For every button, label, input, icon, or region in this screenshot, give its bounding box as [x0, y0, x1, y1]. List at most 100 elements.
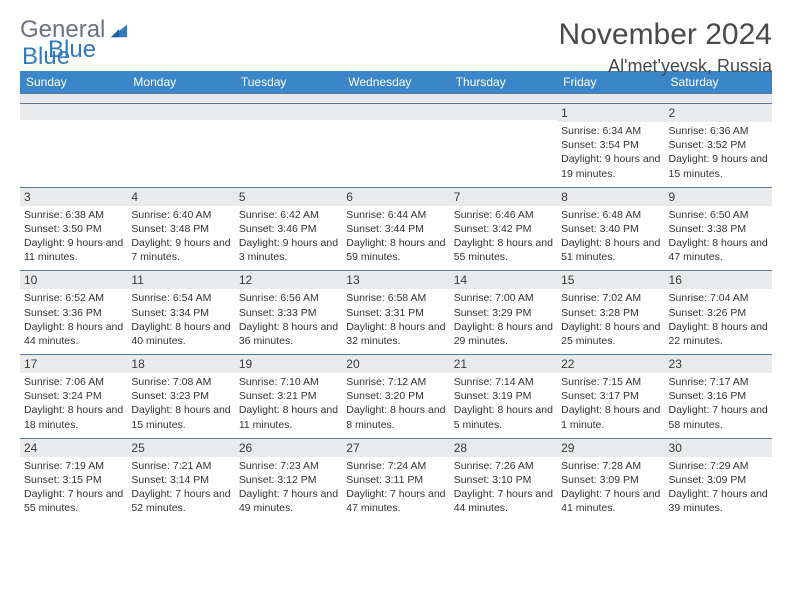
daylight-text: Daylight: 7 hours and 39 minutes.	[669, 487, 768, 515]
day-cell: 1 Sunrise: 6:34 AMSunset: 3:54 PMDaylight…	[557, 104, 664, 188]
sunrise-text: Sunrise: 6:52 AM	[24, 291, 123, 305]
sunset-text: Sunset: 3:09 PM	[561, 473, 660, 487]
sunrise-text: Sunrise: 7:19 AM	[24, 459, 123, 473]
sunset-text: Sunset: 3:15 PM	[24, 473, 123, 487]
daylight-text: Daylight: 9 hours and 11 minutes.	[24, 236, 123, 264]
sunrise-text: Sunrise: 6:46 AM	[454, 208, 553, 222]
day-cell: 19 Sunrise: 7:10 AMSunset: 3:21 PMDayligh…	[235, 355, 342, 439]
daylight-text: Daylight: 7 hours and 47 minutes.	[346, 487, 445, 515]
sunrise-text: Sunrise: 7:14 AM	[454, 375, 553, 389]
day-number: 20	[342, 355, 449, 373]
day-cell: 15Sunrise: 7:02 AMSunset: 3:28 PMDayligh…	[557, 271, 664, 355]
day-number: 29	[557, 439, 664, 457]
daylight-text: Daylight: 9 hours and 15 minutes.	[669, 152, 768, 180]
daylight-text: Daylight: 8 hours and 25 minutes.	[561, 320, 660, 348]
day-cell: 26Sunrise: 7:23 AMSunset: 3:12 PMDayligh…	[235, 438, 342, 521]
day-number: 11	[127, 271, 234, 289]
day-details: Sunrise: 6:42 AMSunset: 3:46 PMDaylight:…	[239, 208, 338, 265]
day-cell: 22Sunrise: 7:15 AMSunset: 3:17 PMDayligh…	[557, 355, 664, 439]
day-header: Tuesday	[235, 71, 342, 94]
day-details: Sunrise: 6:44 AMSunset: 3:44 PMDaylight:…	[346, 208, 445, 265]
day-number: 2	[665, 104, 772, 122]
day-cell: 24 Sunrise: 7:19 AMSunset: 3:15 PMDayligh…	[20, 438, 127, 521]
sunrise-text: Sunrise: 7:26 AM	[454, 459, 553, 473]
day-number: 24	[20, 439, 127, 457]
day-cell: 29 Sunrise: 7:28 AMSunset: 3:09 PMDayligh…	[557, 438, 664, 521]
day-details: Sunrise: 7:10 AMSunset: 3:21 PMDaylight:…	[239, 375, 338, 432]
day-number	[450, 104, 557, 120]
day-number: 3	[20, 188, 127, 206]
daylight-text: Daylight: 7 hours and 55 minutes.	[24, 487, 123, 515]
sunset-text: Sunset: 3:54 PM	[561, 138, 660, 152]
day-details: Sunrise: 7:15 AMSunset: 3:17 PMDaylight:…	[561, 375, 660, 432]
day-cell: 3 Sunrise: 6:38 AMSunset: 3:50 PMDaylight…	[20, 187, 127, 271]
sunset-text: Sunset: 3:16 PM	[669, 389, 768, 403]
day-cell: 9Sunrise: 6:50 AMSunset: 3:38 PMDaylight…	[665, 187, 772, 271]
day-number	[342, 104, 449, 120]
day-cell: 30Sunrise: 7:29 AMSunset: 3:09 PMDayligh…	[665, 438, 772, 521]
sunrise-text: Sunrise: 6:42 AM	[239, 208, 338, 222]
day-details: Sunrise: 7:28 AMSunset: 3:09 PMDaylight:…	[561, 459, 660, 516]
day-details: Sunrise: 6:50 AMSunset: 3:38 PMDaylight:…	[669, 208, 768, 265]
daylight-text: Daylight: 8 hours and 18 minutes.	[24, 403, 123, 431]
sunset-text: Sunset: 3:31 PM	[346, 306, 445, 320]
week-row: 3 Sunrise: 6:38 AMSunset: 3:50 PMDaylight…	[20, 187, 772, 271]
sunset-text: Sunset: 3:44 PM	[346, 222, 445, 236]
day-details: Sunrise: 6:38 AMSunset: 3:50 PMDaylight:…	[24, 208, 123, 265]
sunset-text: Sunset: 3:29 PM	[454, 306, 553, 320]
sunrise-text: Sunrise: 7:00 AM	[454, 291, 553, 305]
daylight-text: Daylight: 8 hours and 1 minute.	[561, 403, 660, 431]
day-details: Sunrise: 7:26 AMSunset: 3:10 PMDaylight:…	[454, 459, 553, 516]
sunrise-text: Sunrise: 6:36 AM	[669, 124, 768, 138]
sunset-text: Sunset: 3:23 PM	[131, 389, 230, 403]
day-number	[20, 104, 127, 120]
day-details: Sunrise: 7:04 AMSunset: 3:26 PMDaylight:…	[669, 291, 768, 348]
sunrise-text: Sunrise: 6:48 AM	[561, 208, 660, 222]
sunrise-text: Sunrise: 6:44 AM	[346, 208, 445, 222]
sunrise-text: Sunrise: 6:38 AM	[24, 208, 123, 222]
day-number: 21	[450, 355, 557, 373]
sunrise-text: Sunrise: 7:24 AM	[346, 459, 445, 473]
week-row: 10Sunrise: 6:52 AMSunset: 3:36 PMDayligh…	[20, 271, 772, 355]
day-number	[235, 104, 342, 120]
day-number: 1	[557, 104, 664, 122]
sunrise-text: Sunrise: 6:54 AM	[131, 291, 230, 305]
day-cell	[235, 104, 342, 188]
day-cell: 6Sunrise: 6:44 AMSunset: 3:44 PMDaylight…	[342, 187, 449, 271]
sunset-text: Sunset: 3:33 PM	[239, 306, 338, 320]
daylight-text: Daylight: 9 hours and 19 minutes.	[561, 152, 660, 180]
day-number: 23	[665, 355, 772, 373]
sunrise-text: Sunrise: 6:50 AM	[669, 208, 768, 222]
daylight-text: Daylight: 8 hours and 47 minutes.	[669, 236, 768, 264]
sail-icon	[109, 21, 129, 39]
day-number: 25	[127, 439, 234, 457]
day-details: Sunrise: 6:58 AMSunset: 3:31 PMDaylight:…	[346, 291, 445, 348]
day-details: Sunrise: 7:08 AMSunset: 3:23 PMDaylight:…	[131, 375, 230, 432]
day-cell: 14Sunrise: 7:00 AMSunset: 3:29 PMDayligh…	[450, 271, 557, 355]
sunrise-text: Sunrise: 7:21 AM	[131, 459, 230, 473]
day-details: Sunrise: 7:14 AMSunset: 3:19 PMDaylight:…	[454, 375, 553, 432]
day-number: 4	[127, 188, 234, 206]
daylight-text: Daylight: 8 hours and 22 minutes.	[669, 320, 768, 348]
day-cell: 11Sunrise: 6:54 AMSunset: 3:34 PMDayligh…	[127, 271, 234, 355]
daylight-text: Daylight: 7 hours and 58 minutes.	[669, 403, 768, 431]
sunset-text: Sunset: 3:20 PM	[346, 389, 445, 403]
day-cell: 21 Sunrise: 7:14 AMSunset: 3:19 PMDayligh…	[450, 355, 557, 439]
day-details: Sunrise: 7:19 AMSunset: 3:15 PMDaylight:…	[24, 459, 123, 516]
day-number: 5	[235, 188, 342, 206]
sunrise-text: Sunrise: 7:10 AM	[239, 375, 338, 389]
sunrise-text: Sunrise: 7:08 AM	[131, 375, 230, 389]
day-number: 13	[342, 271, 449, 289]
day-number: 8	[557, 188, 664, 206]
day-cell: 17Sunrise: 7:06 AMSunset: 3:24 PMDayligh…	[20, 355, 127, 439]
title-block: November 2024Al'met'yevsk, Russia	[559, 18, 772, 77]
day-number: 19	[235, 355, 342, 373]
day-number	[127, 104, 234, 120]
day-number: 10	[20, 271, 127, 289]
sunrise-text: Sunrise: 7:23 AM	[239, 459, 338, 473]
day-cell	[20, 104, 127, 188]
sunrise-text: Sunrise: 6:34 AM	[561, 124, 660, 138]
day-details: Sunrise: 7:24 AMSunset: 3:11 PMDaylight:…	[346, 459, 445, 516]
location: Al'met'yevsk, Russia	[559, 56, 772, 77]
daylight-text: Daylight: 8 hours and 8 minutes.	[346, 403, 445, 431]
